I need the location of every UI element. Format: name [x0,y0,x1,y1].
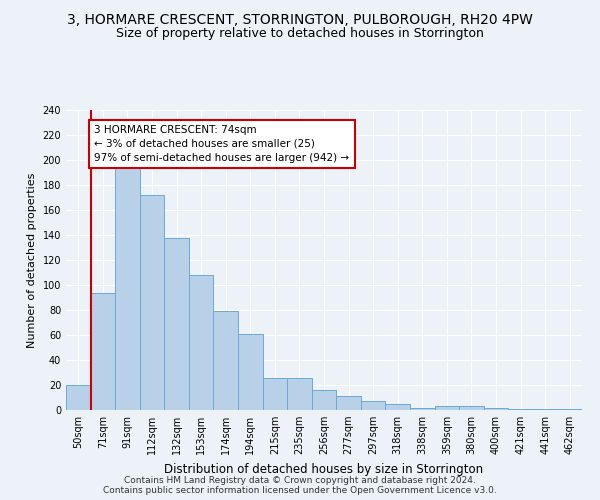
Bar [484,408,508,410]
Bar [533,409,557,410]
Text: 3 HORMARE CRESCENT: 74sqm
← 3% of detached houses are smaller (25)
97% of semi-d: 3 HORMARE CRESCENT: 74sqm ← 3% of detach… [94,125,349,163]
Bar [91,292,115,410]
Bar [459,406,484,410]
Bar [312,390,336,410]
Bar [189,275,214,410]
Bar [66,385,91,410]
Bar [214,311,238,410]
Bar [238,334,263,410]
Y-axis label: Number of detached properties: Number of detached properties [27,172,37,348]
Text: Size of property relative to detached houses in Storrington: Size of property relative to detached ho… [116,28,484,40]
Text: 3, HORMARE CRESCENT, STORRINGTON, PULBOROUGH, RH20 4PW: 3, HORMARE CRESCENT, STORRINGTON, PULBOR… [67,12,533,26]
Bar [361,401,385,410]
Bar [434,406,459,410]
Bar [410,408,434,410]
Bar [385,404,410,410]
Bar [287,378,312,410]
Bar [508,409,533,410]
Bar [336,396,361,410]
Bar [557,409,582,410]
Bar [164,238,189,410]
Bar [140,195,164,410]
Bar [263,378,287,410]
Bar [115,158,140,410]
Text: Contains HM Land Registry data © Crown copyright and database right 2024.
Contai: Contains HM Land Registry data © Crown c… [103,476,497,495]
X-axis label: Distribution of detached houses by size in Storrington: Distribution of detached houses by size … [164,462,484,475]
